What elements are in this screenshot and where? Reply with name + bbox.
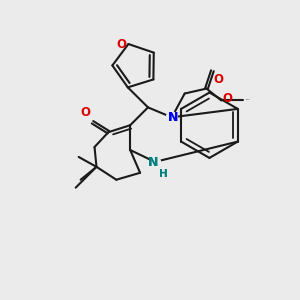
Text: N: N — [148, 156, 158, 170]
Text: H: H — [159, 169, 168, 179]
Text: O: O — [81, 106, 91, 119]
Text: N: N — [148, 156, 158, 170]
Text: O: O — [222, 92, 232, 105]
Text: N: N — [168, 111, 178, 124]
Text: N: N — [168, 111, 178, 124]
Text: H: H — [159, 169, 168, 179]
Circle shape — [149, 156, 161, 167]
Circle shape — [166, 112, 177, 123]
Text: O: O — [213, 73, 224, 86]
Text: methyl: methyl — [246, 99, 251, 101]
Text: O: O — [116, 38, 126, 50]
